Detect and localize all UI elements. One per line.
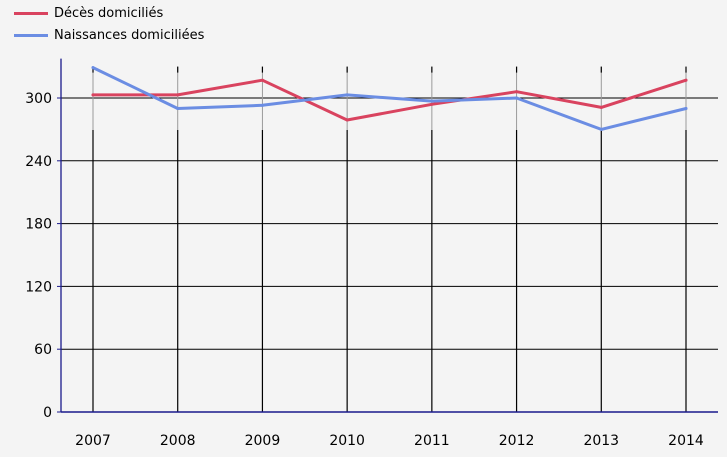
x-tick-label-2010: 2010 bbox=[329, 433, 365, 449]
data-point-1-2013 bbox=[599, 127, 603, 131]
data-point-0-2009 bbox=[260, 78, 264, 82]
data-point-0-2012 bbox=[515, 90, 519, 94]
legend-item-deces[interactable]: Décès domiciliés bbox=[14, 2, 204, 24]
x-tick-label-2009: 2009 bbox=[245, 433, 281, 449]
legend-item-naissances[interactable]: Naissances domiciliées bbox=[14, 24, 204, 46]
legend-label-naissances: Naissances domiciliées bbox=[54, 27, 205, 43]
legend-label-deces: Décès domiciliés bbox=[54, 5, 164, 21]
data-point-1-2008 bbox=[176, 106, 180, 110]
series-line-1 bbox=[91, 66, 688, 131]
y-tick-label-0: 0 bbox=[43, 405, 52, 421]
data-point-1-2007 bbox=[91, 66, 95, 70]
data-point-1-2011 bbox=[430, 99, 434, 103]
y-tick-label-60: 60 bbox=[34, 342, 52, 358]
y-tick-label-120: 120 bbox=[25, 279, 52, 295]
data-point-1-2012 bbox=[515, 96, 519, 100]
data-point-1-2010 bbox=[345, 93, 349, 97]
data-point-0-2011 bbox=[430, 102, 434, 106]
x-tick-label-2013: 2013 bbox=[583, 433, 619, 449]
data-point-0-2008 bbox=[176, 93, 180, 97]
y-tick-label-300: 300 bbox=[25, 91, 52, 107]
x-tick-label-2008: 2008 bbox=[160, 433, 196, 449]
data-point-0-2013 bbox=[599, 105, 603, 109]
x-tick-label-2014: 2014 bbox=[668, 433, 704, 449]
legend: Décès domiciliés Naissances domiciliées bbox=[14, 2, 204, 46]
data-point-0-2010 bbox=[345, 118, 349, 122]
series-line-0 bbox=[91, 78, 688, 122]
legend-swatch-naissances bbox=[14, 33, 48, 37]
y-tick-label-180: 180 bbox=[25, 217, 52, 233]
data-point-0-2007 bbox=[91, 93, 95, 97]
y-tick-label-240: 240 bbox=[25, 154, 52, 170]
x-tick-label-2011: 2011 bbox=[414, 433, 450, 449]
legend-swatch-deces bbox=[14, 11, 48, 15]
data-point-1-2014 bbox=[684, 106, 688, 110]
data-point-1-2009 bbox=[260, 103, 264, 107]
x-tick-label-2012: 2012 bbox=[499, 433, 535, 449]
x-tick-label-2007: 2007 bbox=[75, 433, 111, 449]
data-point-0-2014 bbox=[684, 78, 688, 82]
